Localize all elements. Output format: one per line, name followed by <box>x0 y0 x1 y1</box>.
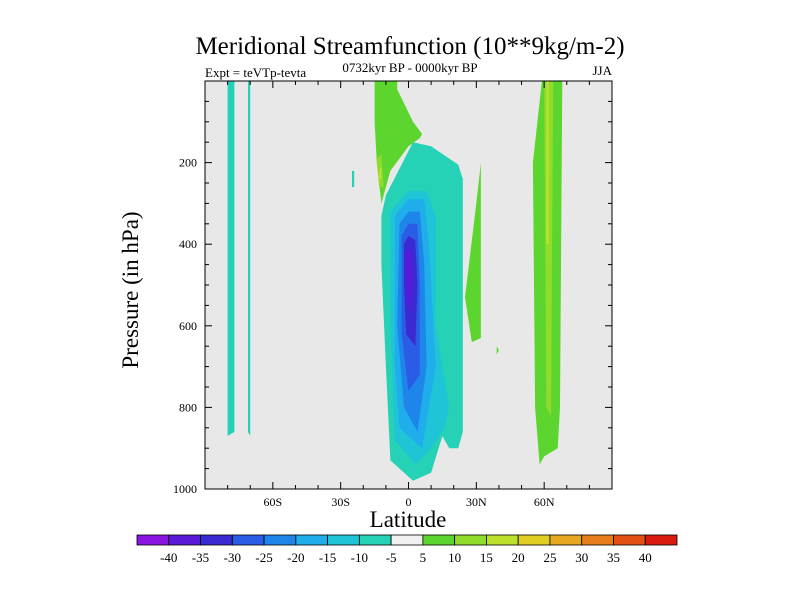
colorbar-label: 35 <box>607 550 620 565</box>
colorbar-box <box>200 534 233 546</box>
x-tick-label: 60S <box>263 495 282 509</box>
contour-region-0 <box>227 81 235 436</box>
contour-regions <box>227 81 563 481</box>
contour-region-12 <box>379 166 382 179</box>
colorbar-box <box>517 534 551 546</box>
colorbar-label: -15 <box>319 550 336 565</box>
y-tick-label: 1000 <box>173 482 197 496</box>
colorbar-label: -40 <box>160 550 177 565</box>
contour-region-10 <box>374 81 423 204</box>
colorbar-label: -30 <box>224 550 241 565</box>
chart-title: Meridional Streamfunction (10**9kg/m-2) <box>195 33 624 60</box>
colorbar-label: -25 <box>255 550 272 565</box>
colorbar-box <box>613 534 646 546</box>
colorbar-label: 15 <box>480 550 493 565</box>
x-tick-label: 0 <box>406 495 412 509</box>
colorbar-box <box>263 534 297 546</box>
y-tick-label: 200 <box>179 156 197 170</box>
contour-region-13 <box>465 162 481 343</box>
colorbar-box <box>295 534 328 546</box>
x-tick-label: 30S <box>331 495 350 509</box>
right-label: JJA <box>592 63 612 78</box>
colorbar-box <box>454 534 487 546</box>
colorbar-box <box>549 534 583 546</box>
colorbar-label: 10 <box>448 550 461 565</box>
colorbar-label: 25 <box>543 550 556 565</box>
colorbar-label: -5 <box>386 550 397 565</box>
left-label: Expt = teVTp-tevta <box>205 65 306 80</box>
colorbar-box <box>644 534 678 546</box>
x-axis-label: Latitude <box>370 507 447 532</box>
colorbar-box <box>231 534 265 546</box>
y-tick-label: 400 <box>179 237 197 251</box>
x-tick-label: 60N <box>534 495 555 509</box>
contour-region-17 <box>546 81 549 245</box>
colorbar-box <box>390 534 424 546</box>
contour-region-1 <box>248 81 251 436</box>
colorbar-label: 30 <box>575 550 588 565</box>
colorbar-label: -20 <box>287 550 304 565</box>
colorbar-label: 20 <box>512 550 525 565</box>
colorbar-box <box>327 534 360 546</box>
y-tick-label: 800 <box>179 400 197 414</box>
plot-area: 60S 30S 0 30N 60N 200 400 600 800 1000 <box>173 80 613 509</box>
contour-region-9 <box>406 248 413 310</box>
chart-subtitle: 0732kyr BP - 0000kyr BP <box>342 60 477 75</box>
axis-ticks: 60S 30S 0 30N 60N 200 400 600 800 1000 <box>173 81 612 509</box>
x-tick-label: 30N <box>466 495 487 509</box>
colorbar-label: -35 <box>192 550 209 565</box>
colorbar: -40 -35 -30 -25 -20 -15 -10 -5 5 10 15 20 25 30 35 40 <box>136 534 678 565</box>
colorbar-label: -10 <box>351 550 368 565</box>
colorbar-label: 40 <box>639 550 652 565</box>
colorbar-box <box>168 534 201 546</box>
colorbar-label: 5 <box>420 550 427 565</box>
contour-region-14 <box>496 346 499 355</box>
contour-region-2 <box>352 170 355 188</box>
colorbar-box <box>581 534 614 546</box>
colorbar-box <box>136 534 170 546</box>
y-tick-label: 600 <box>179 319 197 333</box>
y-axis-label: Pressure (in hPa) <box>118 211 143 368</box>
colorbar-box <box>422 534 456 546</box>
colorbar-box <box>486 534 519 546</box>
colorbar-box <box>358 534 392 546</box>
